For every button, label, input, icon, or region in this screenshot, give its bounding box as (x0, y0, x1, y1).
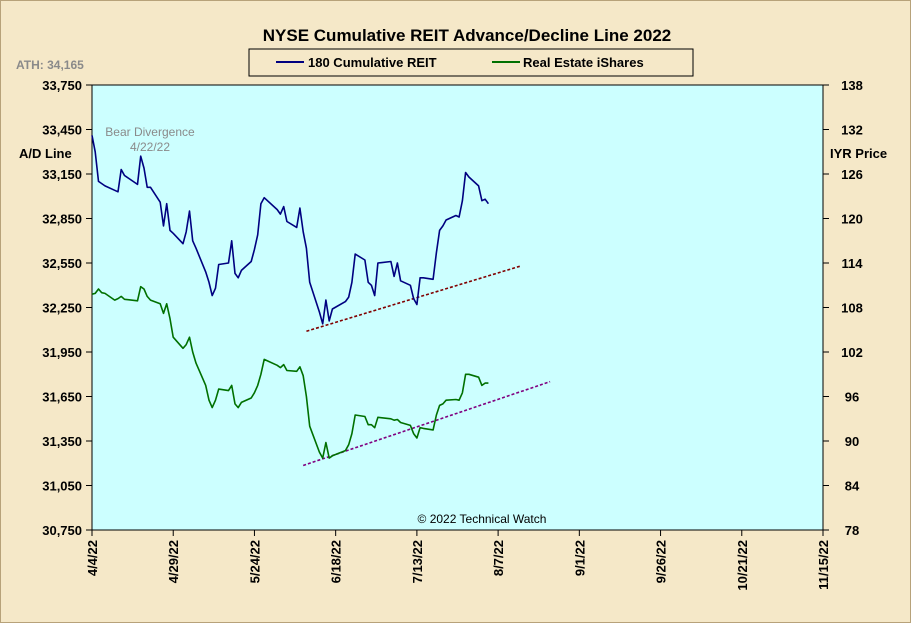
left-axis-tick-label: 33,750 (42, 78, 82, 93)
left-axis-tick-label: 31,050 (42, 479, 82, 494)
series-lines (91, 135, 551, 467)
right-axis-tick-label: 114 (842, 256, 864, 271)
left-axis-tick-label: 30,750 (42, 523, 82, 538)
x-axis-tick-label: 8/7/22 (491, 540, 506, 576)
x-axis-tick-label: 10/21/22 (735, 540, 750, 591)
bear-divergence-note: Bear Divergence (105, 125, 195, 139)
left-axis-tick-label: 31,650 (42, 390, 82, 405)
right-axis-tick-label: 138 (841, 78, 863, 93)
x-axis-tick-label: 4/29/22 (166, 540, 181, 583)
ath-label: ATH: 34,165 (16, 58, 84, 72)
x-axis-tick-label: 5/24/22 (247, 540, 262, 583)
left-axis-tick-label: 33,150 (42, 167, 82, 182)
trendline-iyr-price (302, 380, 551, 467)
left-axis-tick-label: 32,250 (42, 301, 82, 316)
right-axis-tick-label: 126 (841, 167, 863, 182)
legend: 180 Cumulative REIT Real Estate iShares (248, 48, 694, 77)
right-axis-tick-label: 96 (845, 390, 859, 405)
series-line-real-estate-ishares (91, 285, 489, 459)
right-axis-tick-label: 102 (841, 345, 863, 360)
left-axis-tick-label: 31,350 (42, 434, 82, 449)
right-axis-tick-label: 78 (845, 523, 859, 538)
series-line-180-cumulative-reit (91, 135, 490, 325)
right-axis-tick-label: 120 (841, 212, 863, 227)
axes: 33,750 33,450 33,150 32,850 32,550 32,250 31,9… (42, 78, 863, 591)
legend-label-180-cumulative-reit: 180 Cumulative REIT (308, 55, 437, 70)
chart-credit: © 2022 Technical Watch (418, 512, 547, 526)
x-axis-tick-label: 4/4/22 (85, 540, 100, 576)
right-axis-title: IYR Price (830, 146, 887, 161)
left-axis-title: A/D Line (19, 146, 72, 161)
x-axis-tick-label: 9/1/22 (572, 540, 587, 576)
x-axis-tick-label: 11/15/22 (816, 540, 831, 590)
right-axis-tick-label: 132 (841, 123, 863, 138)
plot-area (91, 84, 824, 531)
left-axis-tick-label: 31,950 (42, 345, 82, 360)
left-axis-tick-label: 33,450 (42, 123, 82, 138)
right-axis-tick-label: 90 (845, 434, 859, 449)
left-axis-tick-label: 32,850 (42, 212, 82, 227)
x-axis-tick-label: 6/18/22 (329, 540, 344, 583)
left-axis-tick-label: 32,550 (42, 256, 82, 271)
legend-label-real-estate-ishares: Real Estate iShares (523, 55, 644, 70)
chart-title: NYSE Cumulative REIT Advance/Decline Lin… (263, 26, 671, 45)
x-axis-tick-label: 7/13/22 (410, 540, 425, 583)
bear-divergence-date: 4/22/22 (130, 140, 170, 154)
right-axis-tick-label: 108 (841, 301, 863, 316)
x-axis-tick-label: 9/26/22 (654, 540, 669, 583)
right-axis-tick-label: 84 (845, 479, 860, 494)
legend-box (248, 48, 694, 77)
